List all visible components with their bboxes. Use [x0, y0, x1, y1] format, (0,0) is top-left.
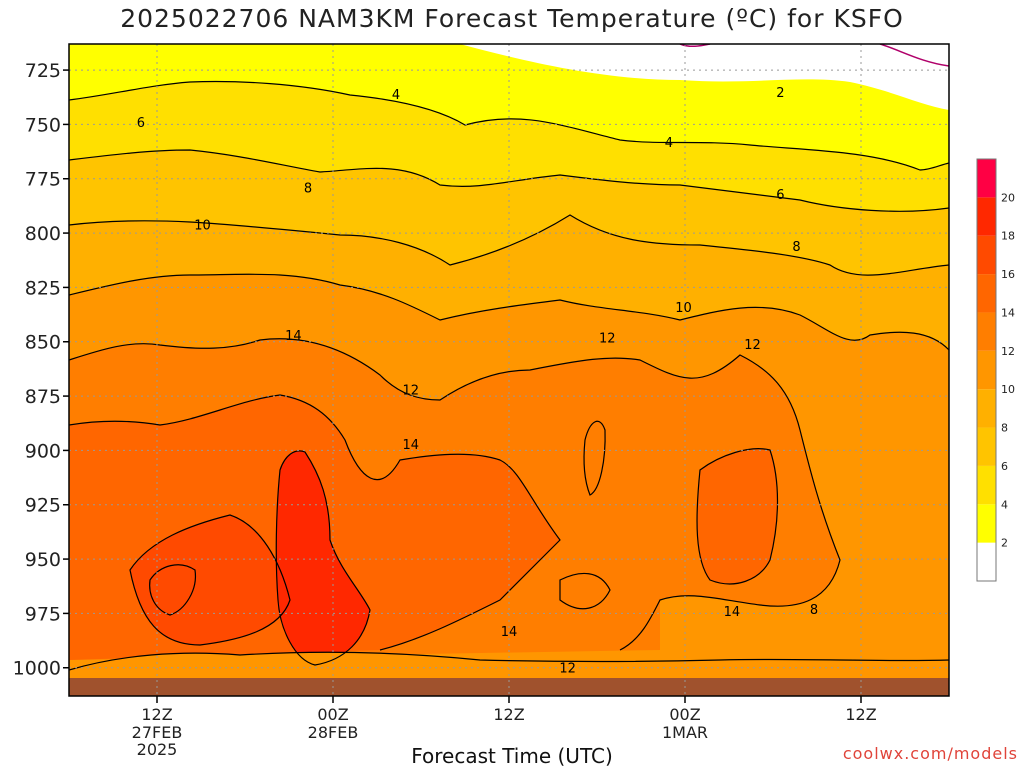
x-tick-date: 28FEB: [308, 723, 359, 742]
x-tick-date: 27FEB: [132, 723, 183, 742]
colorbar-swatch: [977, 197, 996, 236]
y-tick-label: 850: [25, 332, 61, 354]
colorbar-swatch: [977, 542, 996, 581]
x-tick-label: 00Z: [317, 705, 348, 724]
contour-label: 6: [776, 188, 784, 203]
x-tick-label: 12Z: [845, 705, 876, 724]
contour-label: 14: [724, 605, 741, 620]
isotherm-14-right: [696, 448, 779, 585]
contour-label: 12: [402, 384, 419, 399]
contour-label: 2: [776, 86, 784, 101]
contour-labels: 2 4 4 6 6 8 8 8 10 10 12 12 12 12 14 14 14 14: [137, 86, 818, 677]
isotherm-18: [275, 450, 371, 666]
colorbar-swatch: [977, 504, 996, 543]
isotherm-16: [129, 514, 291, 646]
contour-label: 10: [194, 218, 211, 233]
isotherm-10: [69, 273, 949, 351]
colorbar-label: 20: [1001, 191, 1015, 204]
y-tick-label: 800: [25, 223, 61, 245]
x-tick-label: 12Z: [141, 705, 172, 724]
y-axis: 725 750 775 800 825 850 875 900 925 950 975 1000: [13, 60, 69, 680]
y-tick-label: 875: [25, 386, 61, 408]
contour-label: 14: [285, 329, 302, 344]
y-tick-label: 775: [25, 169, 61, 191]
contour-label: 12: [559, 662, 576, 677]
colorbar-label: 18: [1001, 230, 1015, 243]
x-tick-date: 1MAR: [662, 723, 708, 742]
grid-lines: [69, 44, 949, 696]
isotherm-12-lower: [559, 572, 611, 610]
colorbar-label: 14: [1001, 306, 1015, 319]
colorbar-label: 4: [1001, 498, 1008, 511]
band-18-20: [276, 450, 370, 665]
contour-label: 8: [304, 181, 312, 196]
y-tick-label: 825: [25, 277, 61, 299]
isotherm-4: [69, 80, 949, 171]
isotherm-near-surface: [69, 651, 949, 671]
colorbar-swatch: [977, 274, 996, 313]
colorbar-swatch: [977, 159, 996, 198]
colorbar: 2 4 6 8 10 12 14 16 18 20: [976, 158, 1015, 582]
colorbar-label: 10: [1001, 383, 1015, 396]
contour-label: 14: [501, 625, 518, 640]
colorbar-swatch: [977, 235, 996, 275]
x-tick-year: 2025: [137, 740, 178, 759]
colorbar-label: 2: [1001, 537, 1008, 550]
y-tick-label: 950: [25, 549, 61, 571]
isotherm-16-small: [149, 564, 197, 616]
y-tick-label: 725: [25, 60, 61, 82]
contour-label: 4: [665, 136, 673, 151]
band-16-18: [130, 515, 290, 645]
contour-label: 12: [599, 331, 616, 346]
colorbar-label: 16: [1001, 268, 1015, 281]
y-tick-label: 750: [25, 114, 61, 136]
colorbar-frame: [976, 158, 997, 582]
contour-label: 14: [402, 438, 419, 453]
x-axis-title: Forecast Time (UTC): [411, 744, 613, 768]
x-tick-label: 00Z: [669, 705, 700, 724]
contour-label: 10: [675, 301, 692, 316]
contour-label: 6: [137, 116, 145, 131]
colorbar-swatch: [977, 465, 996, 505]
x-tick-label: 12Z: [493, 705, 524, 724]
colorbar-label: 6: [1001, 460, 1008, 473]
y-tick-label: 925: [25, 495, 61, 517]
contour-label: 12: [744, 338, 761, 353]
temperature-fill-layer: [69, 44, 949, 696]
y-tick-label: 975: [25, 603, 61, 625]
colorbar-swatch: [977, 389, 996, 428]
colorbar-swatch: [977, 312, 996, 351]
warm-pocket-right: [697, 448, 778, 584]
colorbar-swatch: [977, 350, 996, 390]
contour-label: 8: [792, 240, 800, 255]
credit-link[interactable]: coolwx.com/models: [842, 744, 1018, 763]
contour-label: 4: [392, 88, 400, 103]
y-tick-label: 1000: [13, 658, 61, 680]
colorbar-label: 12: [1001, 345, 1015, 358]
isotherm-8: [69, 214, 949, 276]
isotherm-12-cell: [583, 420, 606, 496]
isotherm-6: [69, 149, 949, 212]
y-tick-label: 900: [25, 440, 61, 462]
colorbar-label: 8: [1001, 422, 1008, 435]
isotherm-14: [69, 394, 561, 651]
isotherm-12: [69, 338, 841, 651]
contour-label: 8: [810, 603, 818, 618]
chart-title: 2025022706 NAM3KM Forecast Temperature (…: [120, 4, 904, 33]
colorbar-swatch: [977, 427, 996, 466]
isotherm-lines: [69, 80, 949, 671]
